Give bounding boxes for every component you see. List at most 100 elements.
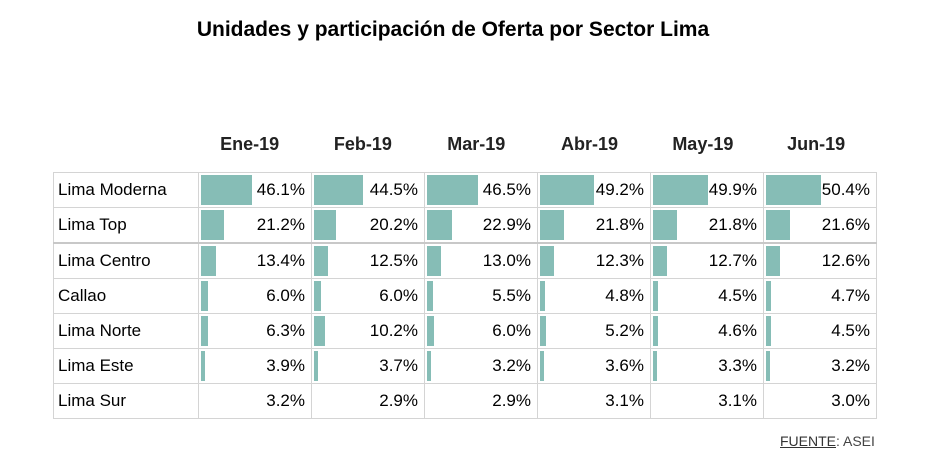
- value-cell: 6.0%: [311, 278, 425, 314]
- table-row: Lima Centro 13.4% 12.5% 13.0% 12.3% 12.7% 12.6…: [53, 242, 877, 279]
- row-label: Lima Este: [53, 348, 199, 384]
- data-bar: [766, 281, 772, 311]
- data-bar: [540, 210, 564, 240]
- column-headers: Ene-19 Feb-19 Mar-19 Abr-19 May-19 Jun-19: [193, 134, 873, 155]
- data-bar: [314, 351, 319, 381]
- value-cell: 13.4%: [198, 242, 312, 279]
- data-bar: [314, 281, 321, 311]
- value-label: 4.5%: [831, 321, 870, 340]
- data-bar: [653, 175, 708, 205]
- value-label: 3.0%: [831, 391, 870, 410]
- data-bar: [540, 351, 544, 381]
- value-label: 22.9%: [482, 215, 531, 234]
- value-cell: 20.2%: [311, 207, 425, 244]
- value-label: 2.9%: [492, 391, 531, 410]
- value-label: 46.1%: [256, 180, 305, 199]
- data-bar: [766, 351, 770, 381]
- value-cell: 4.5%: [650, 278, 764, 314]
- data-bar: [201, 316, 208, 346]
- source-note: FUENTE: ASEI: [780, 433, 875, 449]
- value-cell: 12.5%: [311, 242, 425, 279]
- value-label: 50.4%: [821, 180, 870, 199]
- value-cell: 2.9%: [311, 383, 425, 419]
- value-cell: 3.1%: [537, 383, 651, 419]
- data-bar: [427, 316, 434, 346]
- data-bar: [766, 316, 771, 346]
- value-cell: 3.3%: [650, 348, 764, 384]
- value-cell: 46.5%: [424, 172, 538, 208]
- value-label: 3.1%: [718, 391, 757, 410]
- value-cell: 21.8%: [650, 207, 764, 244]
- table-row: Lima Sur 3.2% 2.9% 2.9% 3.1% 3.1% 3.0%: [53, 383, 877, 419]
- value-label: 3.2%: [492, 356, 531, 375]
- value-cell: 3.1%: [650, 383, 764, 419]
- row-label: Lima Moderna: [53, 172, 199, 208]
- data-bar: [427, 246, 442, 276]
- table-row: Callao 6.0% 6.0% 5.5% 4.8% 4.5% 4.7%: [53, 278, 877, 314]
- value-cell: 49.2%: [537, 172, 651, 208]
- value-cell: 12.6%: [763, 242, 877, 279]
- data-bar: [766, 210, 790, 240]
- table-row: Lima Top 21.2% 20.2% 22.9% 21.8% 21.8% 21.6%: [53, 207, 877, 244]
- value-label: 4.5%: [718, 286, 757, 305]
- value-label: 4.7%: [831, 286, 870, 305]
- column-header: Mar-19: [447, 134, 506, 154]
- value-label: 5.5%: [492, 286, 531, 305]
- data-bar: [653, 351, 657, 381]
- value-label: 21.8%: [708, 215, 757, 234]
- data-bar: [314, 210, 337, 240]
- row-label: Lima Sur: [53, 383, 199, 419]
- table-row: Lima Este 3.9% 3.7% 3.2% 3.6% 3.3% 3.2%: [53, 348, 877, 384]
- row-label: Callao: [53, 278, 199, 314]
- value-cell: 21.6%: [763, 207, 877, 244]
- column-header: Feb-19: [333, 134, 392, 154]
- value-label: 3.3%: [718, 356, 757, 375]
- value-label: 3.1%: [605, 391, 644, 410]
- value-label: 5.2%: [605, 321, 644, 340]
- value-cell: 3.6%: [537, 348, 651, 384]
- value-label: 3.2%: [831, 356, 870, 375]
- value-cell: 4.7%: [763, 278, 877, 314]
- data-bar: [653, 246, 667, 276]
- data-bar: [201, 175, 252, 205]
- data-bar: [201, 210, 225, 240]
- data-bar: [427, 351, 431, 381]
- data-bar: [427, 175, 479, 205]
- value-label: 6.0%: [266, 286, 305, 305]
- table-row: Lima Moderna 46.1% 44.5% 46.5% 49.2% 49.9% 50.…: [53, 172, 877, 208]
- value-cell: 3.0%: [763, 383, 877, 419]
- data-bar: [201, 246, 216, 276]
- value-cell: 2.9%: [424, 383, 538, 419]
- value-label: 4.8%: [605, 286, 644, 305]
- data-bar: [201, 351, 206, 381]
- value-cell: 4.5%: [763, 313, 877, 349]
- value-label: 6.3%: [266, 321, 305, 340]
- data-bar: [653, 316, 659, 346]
- data-bar: [314, 175, 363, 205]
- value-cell: 3.7%: [311, 348, 425, 384]
- source-label: FUENTE: [780, 433, 836, 449]
- value-label: 6.0%: [492, 321, 531, 340]
- value-label: 21.6%: [821, 215, 870, 234]
- value-cell: 5.2%: [537, 313, 651, 349]
- row-label: Lima Centro: [53, 242, 199, 279]
- value-cell: 4.8%: [537, 278, 651, 314]
- value-cell: 21.2%: [198, 207, 312, 244]
- value-cell: 4.6%: [650, 313, 764, 349]
- data-bar: [427, 210, 453, 240]
- data-bar: [314, 316, 326, 346]
- value-label: 12.7%: [708, 251, 757, 270]
- value-label: 13.0%: [482, 251, 531, 270]
- value-label: 44.5%: [369, 180, 418, 199]
- value-cell: 10.2%: [311, 313, 425, 349]
- column-header: Ene-19: [220, 134, 280, 154]
- value-cell: 12.7%: [650, 242, 764, 279]
- value-label: 49.2%: [595, 180, 644, 199]
- value-cell: 3.9%: [198, 348, 312, 384]
- value-label: 3.6%: [605, 356, 644, 375]
- column-header: Jun-19: [787, 134, 846, 154]
- data-bar: [653, 281, 658, 311]
- value-cell: 5.5%: [424, 278, 538, 314]
- data-bar: [653, 210, 677, 240]
- value-cell: 6.3%: [198, 313, 312, 349]
